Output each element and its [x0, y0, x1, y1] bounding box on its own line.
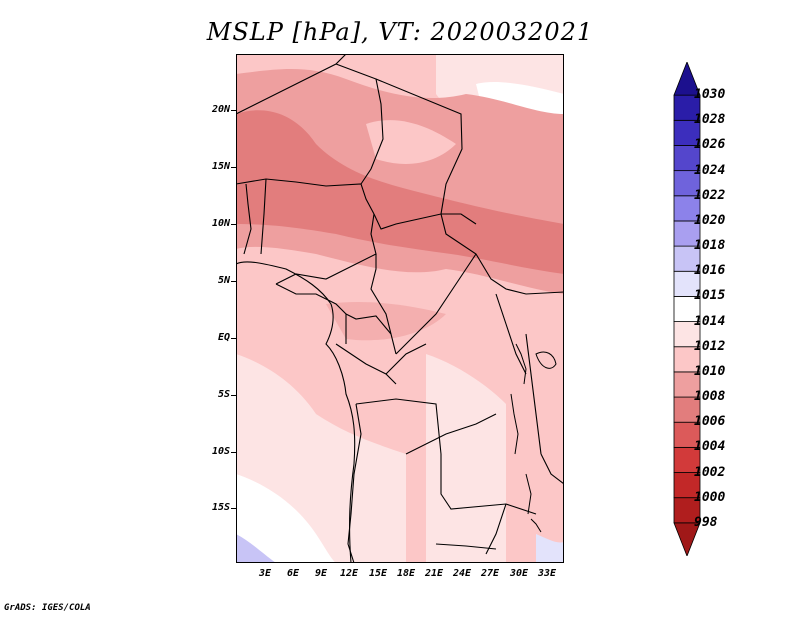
- colorbar-label: 1018: [694, 238, 726, 254]
- colorbar-label: 1004: [694, 439, 726, 455]
- field-low-core: [236, 110, 564, 274]
- colorbar-segment: [673, 94, 701, 121]
- lon-label-33e: 33E: [537, 568, 557, 579]
- lat-tick: [231, 452, 236, 453]
- colorbar-label: 1002: [694, 464, 726, 480]
- colorbar-label: 1026: [694, 137, 726, 153]
- colorbar-label: 1014: [694, 313, 726, 329]
- lat-tick: [231, 338, 236, 339]
- colorbar-segment: [673, 62, 701, 96]
- colorbar-segment: [673, 170, 701, 197]
- lat-label-15n: 15N: [211, 161, 230, 172]
- colorbar-label: 1006: [694, 414, 726, 430]
- colorbar-label: 1024: [694, 162, 726, 178]
- footer-credit: GrADS: IGES/COLA: [4, 603, 91, 613]
- colorbar-label: 1008: [694, 389, 726, 405]
- field-south-white: [236, 474, 336, 563]
- lat-label-20n: 20N: [211, 104, 230, 115]
- colorbar-segment: [673, 245, 701, 272]
- lon-label-18e: 18E: [396, 568, 416, 579]
- lat-label-15s: 15S: [211, 502, 230, 513]
- colorbar-label: 1000: [694, 489, 726, 505]
- colorbar-label: 1030: [694, 87, 726, 103]
- lat-label-10s: 10S: [211, 446, 230, 457]
- lat-tick: [231, 281, 236, 282]
- lon-label-30e: 30E: [509, 568, 529, 579]
- colorbar-label: 1015: [694, 288, 726, 304]
- lon-label-27e: 27E: [480, 568, 500, 579]
- lat-label-5n: 5N: [217, 275, 230, 286]
- colorbar-segment: [673, 145, 701, 172]
- colorbar-label: 1028: [694, 112, 726, 128]
- colorbar-segment: [673, 321, 701, 348]
- colorbar-label: 998: [694, 514, 718, 530]
- lakes: [510, 343, 557, 533]
- lat-label-eq: EQ: [217, 332, 230, 343]
- colorbar-label: 1016: [694, 263, 726, 279]
- colorbar-segment: [673, 270, 701, 297]
- colorbar-label: 1010: [694, 363, 726, 379]
- colorbar-label: 1020: [694, 212, 726, 228]
- lat-label-5s: 5S: [217, 389, 230, 400]
- lon-label-15e: 15E: [368, 568, 388, 579]
- field-southeast-corner: [536, 534, 564, 563]
- lon-label-21e: 21E: [424, 568, 444, 579]
- country-borders: [236, 54, 564, 563]
- mslp-map: [236, 54, 564, 563]
- colorbar-segment: [673, 220, 701, 247]
- colorbar-segment: [673, 396, 701, 423]
- field-southeast-light: [426, 354, 506, 563]
- lon-label-24e: 24E: [452, 568, 472, 579]
- lat-label-10n: 10N: [211, 218, 230, 229]
- lon-label-9e: 9E: [314, 568, 328, 579]
- lat-tick: [231, 508, 236, 509]
- colorbar-segment: [673, 296, 701, 322]
- lat-tick: [231, 167, 236, 168]
- field-southwest-blue: [236, 534, 276, 563]
- colorbar: [673, 62, 701, 556]
- colorbar-segment: [673, 472, 701, 499]
- lat-tick: [231, 395, 236, 396]
- field-mid-north: [366, 120, 456, 164]
- colorbar-label: 1012: [694, 338, 726, 354]
- lon-label-12e: 12E: [339, 568, 359, 579]
- lon-label-6e: 6E: [286, 568, 300, 579]
- colorbar-segment: [673, 346, 701, 373]
- lon-label-3e: 3E: [258, 568, 272, 579]
- colorbar-segment: [673, 421, 701, 448]
- coastline: [236, 261, 356, 563]
- colorbar-label: 1022: [694, 187, 726, 203]
- lat-tick: [231, 110, 236, 111]
- map-title: MSLP [hPa], VT: 2020032021: [206, 18, 594, 46]
- field-central-mid: [326, 302, 446, 341]
- lat-tick: [231, 224, 236, 225]
